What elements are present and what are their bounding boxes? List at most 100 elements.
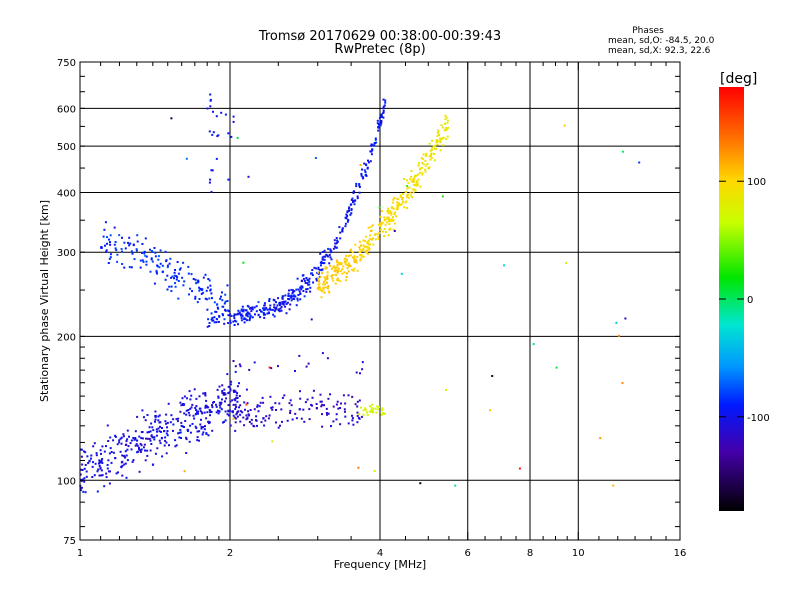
data-point — [378, 122, 381, 125]
data-point — [153, 247, 156, 249]
data-point — [306, 279, 309, 281]
data-point — [358, 246, 361, 249]
data-point — [199, 410, 202, 413]
data-point — [263, 302, 266, 305]
data-point — [149, 248, 151, 251]
data-point — [108, 257, 111, 260]
data-point — [336, 270, 339, 273]
data-point — [96, 490, 99, 493]
data-point — [323, 291, 326, 294]
data-point — [247, 413, 250, 416]
data-point — [273, 310, 276, 313]
data-point — [294, 412, 297, 415]
data-point — [118, 441, 121, 444]
data-point — [296, 277, 299, 280]
data-point — [346, 210, 349, 213]
data-point — [356, 256, 359, 258]
phases-mean-x: mean, sd,X: 92.3, 22.6 — [608, 46, 711, 56]
data-point — [166, 426, 168, 429]
data-point — [278, 402, 281, 405]
data-point — [325, 407, 328, 410]
data-point — [262, 401, 265, 404]
data-point — [186, 430, 189, 432]
data-point — [233, 416, 236, 419]
data-point — [424, 164, 427, 167]
data-point — [345, 276, 348, 279]
data-point — [440, 124, 443, 126]
data-point — [153, 438, 156, 441]
data-point — [330, 258, 333, 261]
data-point — [348, 206, 351, 209]
data-point — [250, 307, 253, 310]
data-point — [232, 417, 235, 420]
data-point — [269, 307, 271, 310]
data-point — [345, 217, 348, 220]
data-point — [256, 404, 259, 407]
data-point — [275, 421, 277, 424]
data-point — [211, 297, 213, 300]
data-point — [157, 255, 160, 258]
data-point — [288, 308, 291, 311]
data-point — [336, 261, 339, 264]
data-point — [165, 432, 168, 435]
grid-lines — [80, 62, 680, 540]
data-point — [120, 436, 123, 439]
data-point — [262, 307, 264, 310]
data-point — [125, 440, 128, 443]
data-point — [232, 115, 235, 118]
data-point — [437, 130, 440, 133]
data-point — [341, 227, 344, 230]
data-point — [193, 388, 196, 391]
data-point — [371, 409, 374, 412]
data-point — [220, 295, 222, 298]
data-point — [353, 267, 356, 270]
data-point — [273, 303, 276, 306]
data-point — [291, 292, 294, 295]
data-point — [337, 261, 340, 264]
data-point — [211, 404, 213, 407]
data-point — [339, 423, 342, 426]
data-point — [292, 291, 295, 294]
data-point — [379, 124, 382, 127]
data-point — [165, 413, 168, 416]
data-point — [211, 133, 214, 136]
data-point — [315, 277, 318, 280]
data-point — [137, 450, 140, 453]
data-point — [319, 289, 322, 291]
data-point — [444, 114, 447, 117]
data-point — [388, 228, 391, 231]
data-point — [406, 185, 409, 187]
data-point — [224, 113, 227, 116]
data-point — [260, 421, 263, 424]
data-point — [317, 278, 320, 280]
data-point — [276, 304, 279, 307]
data-point — [428, 155, 431, 158]
data-point — [153, 282, 156, 285]
y-tick-label: 400 — [57, 188, 76, 199]
data-point — [223, 393, 226, 396]
data-point — [229, 387, 232, 390]
data-point — [442, 144, 445, 147]
data-point — [188, 440, 191, 443]
data-point — [191, 290, 193, 293]
data-point — [196, 439, 199, 442]
data-point — [250, 418, 253, 421]
data-point — [346, 215, 349, 217]
data-point — [320, 262, 323, 264]
data-point — [364, 235, 367, 238]
data-point — [141, 252, 143, 254]
data-point — [410, 175, 413, 178]
data-point — [227, 322, 230, 324]
data-point — [227, 314, 230, 317]
data-point — [123, 454, 125, 457]
data-point — [101, 462, 104, 464]
data-point — [305, 288, 308, 291]
data-point — [236, 397, 239, 399]
data-point — [203, 428, 206, 431]
data-point — [358, 186, 361, 188]
data-point — [282, 303, 285, 306]
data-point — [114, 435, 117, 438]
data-point — [189, 407, 192, 410]
data-point — [353, 203, 356, 206]
data-point — [201, 288, 204, 291]
